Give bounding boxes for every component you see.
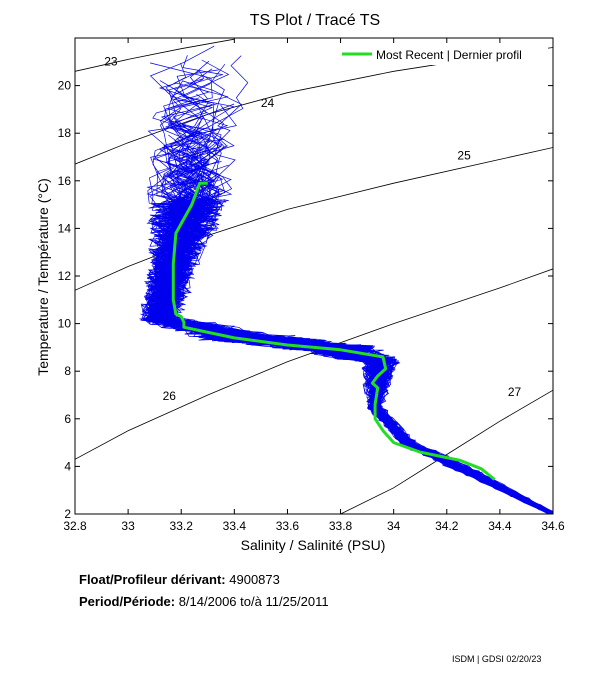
credit-text: ISDM | GDSI 02/20/23 <box>452 654 542 664</box>
y-tick-label: 4 <box>64 459 71 473</box>
density-label-27: 27 <box>508 385 522 399</box>
density-line-25 <box>75 147 553 291</box>
y-axis-label: Temperature / Température (°C) <box>35 178 51 376</box>
series-line-most-recent <box>171 181 496 481</box>
x-tick-label: 33 <box>121 519 135 533</box>
plot-frame <box>74 37 554 515</box>
period-value: 8/14/2006 to/à 11/25/2011 <box>178 594 329 609</box>
x-tick-label: 34.4 <box>488 519 512 533</box>
x-tick-label: 32.8 <box>63 519 87 533</box>
x-tick-label: 33.2 <box>170 519 194 533</box>
density-label-25: 25 <box>457 148 471 162</box>
x-tick-label: 34 <box>387 519 401 533</box>
chart-title: TS Plot / Tracé TS <box>250 12 380 29</box>
legend: Most Recent | Dernier profil <box>336 43 548 65</box>
density-label-24: 24 <box>261 96 275 110</box>
y-tick-label: 8 <box>64 364 71 378</box>
float-label: Float/Profileur dérivant: <box>79 572 226 587</box>
y-tick-label: 10 <box>58 317 72 331</box>
x-axis-label: Salinity / Salinité (PSU) <box>241 537 386 553</box>
legend-label: Most Recent | Dernier profil <box>376 48 522 62</box>
density-label-23: 23 <box>104 54 118 68</box>
x-tick-label: 33.8 <box>329 519 353 533</box>
x-tick-label: 34.2 <box>435 519 459 533</box>
x-tick-label: 34.6 <box>541 519 565 533</box>
density-line-27 <box>340 389 553 514</box>
y-tick-label: 16 <box>58 174 72 188</box>
y-tick-label: 12 <box>58 269 72 283</box>
float-value: 4900873 <box>229 572 280 587</box>
x-tick-label: 33.4 <box>223 519 247 533</box>
y-tick-label: 2 <box>64 507 71 521</box>
y-tick-label: 6 <box>64 412 71 426</box>
y-tick-label: 20 <box>58 79 72 93</box>
period-info: Period/Période: 8/14/2006 to/à 11/25/201… <box>79 594 329 609</box>
float-info: Float/Profileur dérivant: 4900873 <box>79 572 280 587</box>
density-label-26: 26 <box>163 389 177 403</box>
period-label: Period/Période: <box>79 594 176 609</box>
x-tick-label: 33.6 <box>276 519 300 533</box>
y-tick-label: 18 <box>58 126 72 140</box>
legend-background <box>336 43 548 65</box>
density-line-26 <box>75 268 553 460</box>
historical-profiles <box>139 45 553 514</box>
y-tick-label: 14 <box>58 221 72 235</box>
density-line-23 <box>75 38 235 72</box>
